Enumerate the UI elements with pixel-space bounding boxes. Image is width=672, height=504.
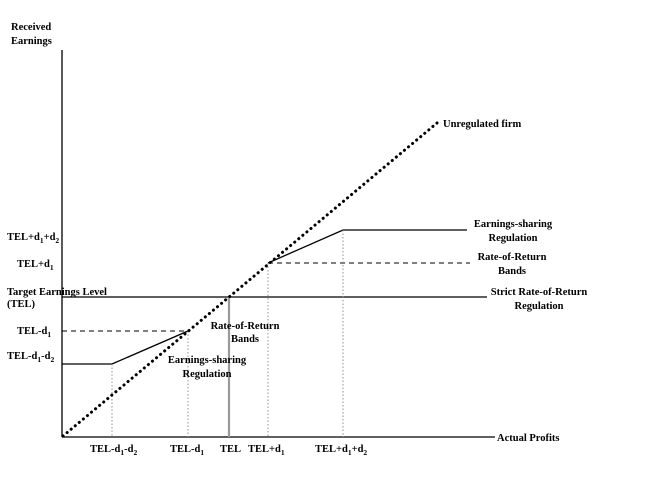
earnings-sharing-upper-line — [267, 229, 467, 264]
unregulated-firm-line — [61, 121, 439, 438]
x-axis-label: Actual Profits — [497, 433, 560, 444]
ror-upper-label-line2: Bands — [498, 266, 526, 277]
unregulated-firm-label: Unregulated firm — [443, 119, 522, 130]
y-axis-label-line2: Earnings — [11, 36, 52, 47]
es-lower-label-line2: Regulation — [182, 369, 231, 380]
x-tick-tel-plus-d1-d2: TEL+d1+d2 — [315, 444, 367, 457]
y-tick-target-line1: Target Earnings Level — [7, 287, 107, 298]
x-tick-tel-minus-d1-d2: TEL-d1-d2 — [90, 444, 137, 457]
es-lower-label-line1: Earnings-sharing — [168, 355, 247, 366]
ror-lower-label-line2: Bands — [231, 334, 259, 345]
x-tick-tel-plus-d1: TEL+d1 — [248, 444, 285, 457]
es-upper-label-line1: Earnings-sharing — [474, 219, 553, 230]
ror-upper-label-line1: Rate-of-Return — [478, 252, 547, 263]
strict-ror-label-line2: Regulation — [514, 301, 563, 312]
y-tick-tel-plus-d1: TEL+d1 — [17, 259, 54, 272]
y-tick-tel-minus-d1: TEL-d1 — [17, 326, 51, 339]
y-tick-target-line2: (TEL) — [7, 299, 36, 310]
strict-ror-label-line1: Strict Rate-of-Return — [491, 287, 588, 298]
ror-lower-label-line1: Rate-of-Return — [211, 321, 280, 332]
x-tick-tel-minus-d1: TEL-d1 — [170, 444, 204, 457]
y-tick-tel-minus-d1-d2: TEL-d1-d2 — [7, 351, 54, 364]
y-tick-tel-plus-d1-d2: TEL+d1+d2 — [7, 232, 59, 245]
x-tick-tel: TEL — [220, 444, 241, 455]
y-axis-label-line1: Received — [11, 22, 51, 33]
es-upper-label-line2: Regulation — [488, 233, 537, 244]
